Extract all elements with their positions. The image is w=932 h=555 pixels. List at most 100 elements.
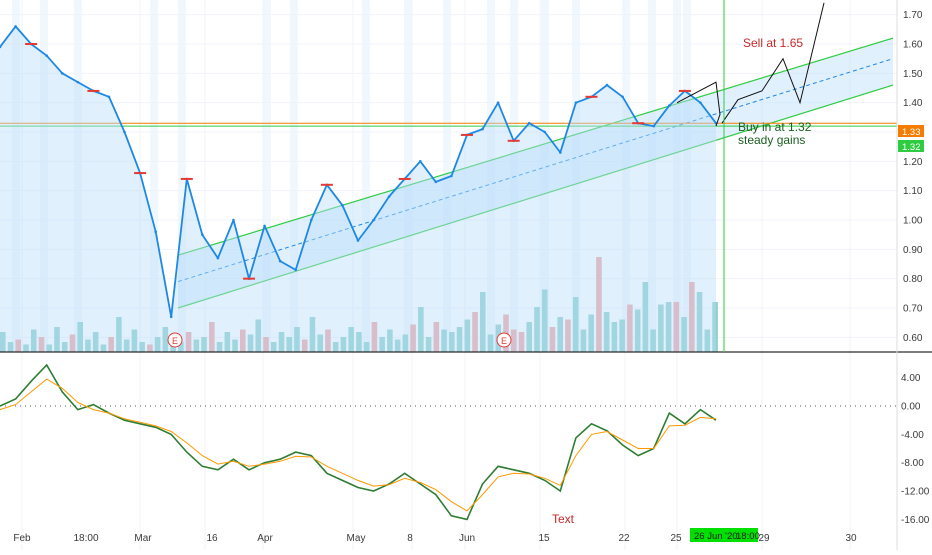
earnings-marker-2[interactable]: E [496,332,512,348]
volume-bar [580,329,587,352]
oscillator-tick-label: -4.00 [901,430,924,441]
volume-bar [387,329,393,352]
volume-bar [696,292,703,352]
price-point [372,218,375,222]
projection-path [721,2,825,124]
crosshair-time-text: 18:00 [736,531,760,542]
time-tick-label: 18:00 [73,533,98,544]
volume-bar [30,329,37,352]
volume-bar [603,312,610,352]
volume-bar [209,322,215,352]
volume-bar [232,339,238,352]
price-point [699,101,702,104]
time-tick-label: Mar [134,533,152,544]
time-tick-label: Feb [13,533,31,544]
price-tick-label: 1.60 [903,40,923,51]
session-highlight [648,0,656,352]
volume-bar [480,292,486,352]
volume-bar [379,337,385,352]
price-point [232,218,235,222]
session-highlight [40,0,48,352]
price-point [0,45,2,49]
price-point [76,80,80,84]
volume-bar [619,319,625,352]
price-area [0,26,716,353]
channel-upper-line [177,37,894,256]
oscillator-axis[interactable]: 4.00 0.00 -4.00 -8.00 -12.00 -16.00 [901,373,930,526]
price-point [310,218,313,222]
volume-bar [15,339,22,352]
price-tick-label: 0.80 [903,274,923,285]
volume-bar [38,337,45,352]
oscillator-signal-line [0,378,717,512]
volume-bar [557,317,563,352]
price-point [496,101,500,104]
time-tick-label: Apr [257,533,273,544]
volume-bar [309,317,316,352]
steady-gains-annotation[interactable]: steady gains [738,133,805,147]
volume-bar [301,339,308,352]
volume-bar [255,319,262,352]
price-tick-label: 1.50 [903,69,923,80]
reference-lines [0,122,897,127]
volume-bar [247,334,254,352]
annotations[interactable] [676,2,825,127]
volume-bar [100,344,107,352]
price-tick-label: 0.90 [903,245,923,256]
sell-annotation[interactable]: Sell at 1.65 [743,36,803,50]
volume-bar [0,332,6,352]
volume-bar [402,334,409,352]
oscillator-panel [0,363,897,521]
volume-bar [356,332,362,352]
volume-bar [510,329,517,352]
volume-bar [317,334,323,352]
price-point [294,268,298,272]
volume-bar [23,344,29,352]
price-label-orange: 1.33 [898,125,924,138]
price-point [418,160,422,163]
volume-bar [363,342,370,352]
volume-bar [162,327,169,352]
price-tick-label: 0.70 [903,304,923,315]
earnings-marker-1[interactable]: E [167,332,183,348]
volume-bar [650,329,656,352]
price-point [543,130,547,134]
price-point [278,259,282,263]
oscillator-tick-label: -12.00 [901,487,930,498]
volume-bar [371,322,378,352]
volume-bar [681,317,687,352]
volume-bar [92,332,99,352]
volume-bar [201,337,207,352]
volume-bar [441,329,447,352]
volume-bar [596,257,602,352]
volume-bar [449,332,455,352]
time-tick-label: 15 [538,533,550,544]
volume-bar [340,337,347,352]
price-point [605,83,609,87]
volume-bar [472,312,478,352]
price-tick-label: 1.70 [903,10,923,21]
buy-annotation[interactable]: Buy in at 1.32 [738,120,812,134]
volume-bar [7,342,14,352]
price-point [450,174,453,178]
oscillator-main-line [0,363,717,521]
time-axis[interactable]: Feb 18:00 Mar 16 Apr May 8 Jun 15 22 25 29 30 [13,533,857,544]
price-point [481,127,484,131]
volume-bar [286,337,293,352]
volume-bar [240,329,246,352]
session-highlight [622,0,630,352]
volume-bar [704,329,711,352]
price-label-green: 1.32 [898,140,924,153]
volume-bar [712,302,718,352]
price-point [527,121,531,125]
text-annotation[interactable]: Text [552,512,575,526]
oscillator-tick-label: 4.00 [901,373,921,384]
volume-bar [108,337,114,352]
volume-bar [433,322,440,352]
price-point [341,204,344,207]
session-highlight [178,0,186,352]
volume-bar [46,344,53,352]
volume-bar [425,337,432,352]
price-point [123,130,126,134]
